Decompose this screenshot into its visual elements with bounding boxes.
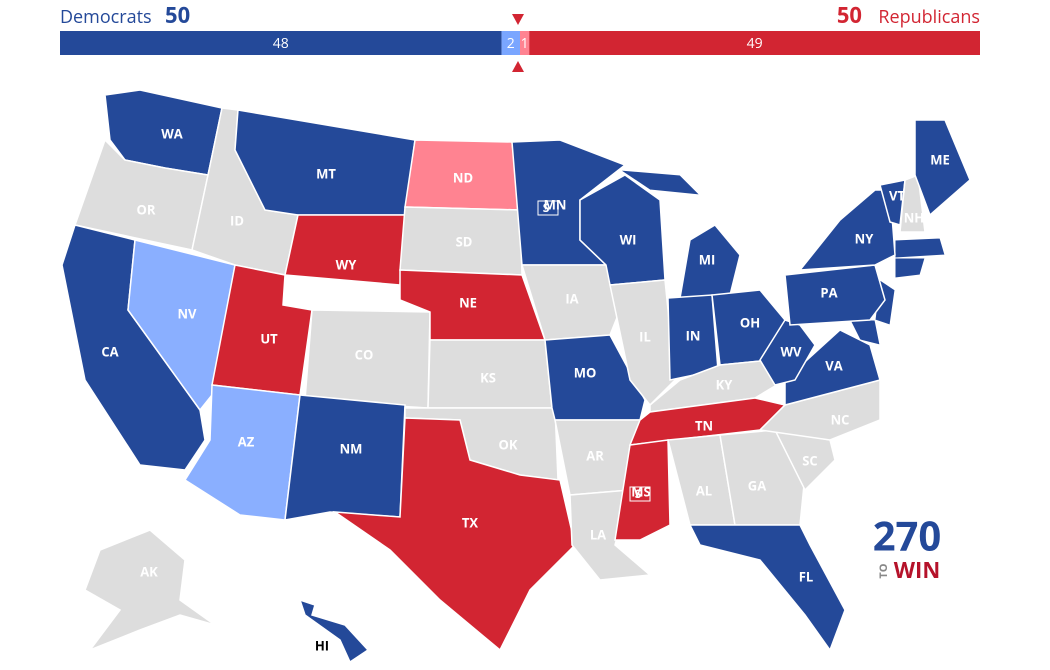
us-map: WA OR CA NV ID MT WY UT AZ CO NM ND SD NE KS OK TX MN IA MO… bbox=[61, 89, 971, 664]
state-label: TX bbox=[462, 513, 479, 531]
special-box bbox=[629, 486, 651, 502]
rep-total: 50 bbox=[837, 0, 862, 30]
bar-segment bbox=[529, 31, 980, 55]
state-label: AZ bbox=[238, 432, 255, 450]
state-shape bbox=[688, 524, 846, 652]
logo-number: 270 bbox=[873, 508, 942, 563]
state-shape bbox=[284, 394, 406, 521]
state-label: PA bbox=[820, 283, 837, 301]
state-shape bbox=[914, 119, 971, 217]
bar-segment bbox=[501, 31, 520, 55]
state-label: AL bbox=[696, 481, 712, 499]
bar-value: 48 bbox=[273, 34, 289, 53]
bar-segment bbox=[60, 31, 502, 55]
marker-bottom bbox=[512, 61, 524, 72]
state-label: SD bbox=[456, 232, 473, 250]
state-label: NV bbox=[177, 304, 197, 322]
state-label: ID bbox=[230, 211, 244, 229]
logo: 270 TO WIN bbox=[873, 508, 942, 585]
state-label: VA bbox=[825, 356, 842, 374]
bar-value: 1 bbox=[521, 34, 529, 53]
state-label: IA bbox=[565, 289, 578, 307]
state-label: KS bbox=[480, 368, 496, 386]
state-label: NC bbox=[831, 410, 850, 428]
rep-label: Republicans bbox=[878, 5, 980, 29]
state-shape bbox=[759, 319, 816, 386]
state-label: GA bbox=[748, 476, 766, 494]
state-label: MN bbox=[544, 195, 567, 213]
state-shape bbox=[899, 173, 926, 233]
state-label: CA bbox=[101, 342, 118, 360]
special-label: S bbox=[635, 485, 642, 502]
state-label: CO bbox=[355, 345, 374, 363]
state-shape bbox=[784, 329, 881, 406]
state-shape bbox=[619, 169, 702, 196]
state-label: MO bbox=[574, 363, 597, 381]
marker-top bbox=[512, 14, 524, 25]
state-shape bbox=[332, 417, 576, 652]
state-label: WA bbox=[161, 124, 183, 142]
state-label: LA bbox=[590, 525, 606, 543]
state-shape bbox=[614, 439, 671, 541]
special-label: S bbox=[543, 199, 550, 216]
state-label: NY bbox=[855, 229, 875, 247]
state-label: MT bbox=[316, 164, 336, 182]
state-shape bbox=[609, 279, 676, 407]
state-label: TN bbox=[695, 416, 713, 434]
state-label: OK bbox=[499, 435, 518, 453]
dem-total: 50 bbox=[165, 0, 190, 30]
state-label: NM bbox=[340, 439, 363, 457]
state-label: IN bbox=[686, 326, 701, 344]
state-label: OH bbox=[740, 313, 760, 331]
state-label: NE bbox=[459, 293, 477, 311]
state-label: SC bbox=[802, 451, 817, 469]
state-label: MI bbox=[699, 250, 716, 268]
state-label: ME bbox=[930, 150, 950, 168]
bar-segment bbox=[520, 31, 530, 55]
seat-bar: 48 2 1 49 bbox=[60, 31, 980, 55]
state-shape bbox=[298, 598, 370, 664]
state-shape bbox=[127, 239, 236, 412]
special-box bbox=[537, 200, 559, 216]
state-label: AR bbox=[586, 446, 604, 464]
state-label: WI bbox=[620, 230, 637, 248]
state-shape bbox=[234, 109, 416, 216]
state-label: FL bbox=[799, 567, 813, 585]
state-shape bbox=[894, 237, 946, 259]
state-label: ND bbox=[453, 168, 473, 186]
state-label: WV bbox=[780, 342, 802, 360]
bar-value: 2 bbox=[507, 34, 515, 53]
state-shape bbox=[284, 214, 406, 286]
bar-value: 49 bbox=[747, 34, 763, 53]
state-label: OR bbox=[137, 200, 156, 218]
logo-win: WIN bbox=[894, 555, 940, 585]
state-label: IL bbox=[639, 327, 651, 345]
state-shape bbox=[84, 529, 216, 652]
state-label: NH bbox=[904, 208, 925, 226]
state-label: UT bbox=[260, 329, 278, 347]
dem-label: Democrats bbox=[60, 5, 152, 29]
state-label: HI bbox=[315, 636, 329, 654]
state-label: VT bbox=[889, 186, 905, 204]
state-label: WY bbox=[336, 255, 358, 273]
state-shape bbox=[798, 189, 896, 271]
state-label: KY bbox=[716, 375, 734, 393]
logo-to: TO bbox=[876, 563, 891, 578]
state-shape bbox=[894, 257, 926, 279]
state-label: AK bbox=[140, 562, 158, 580]
